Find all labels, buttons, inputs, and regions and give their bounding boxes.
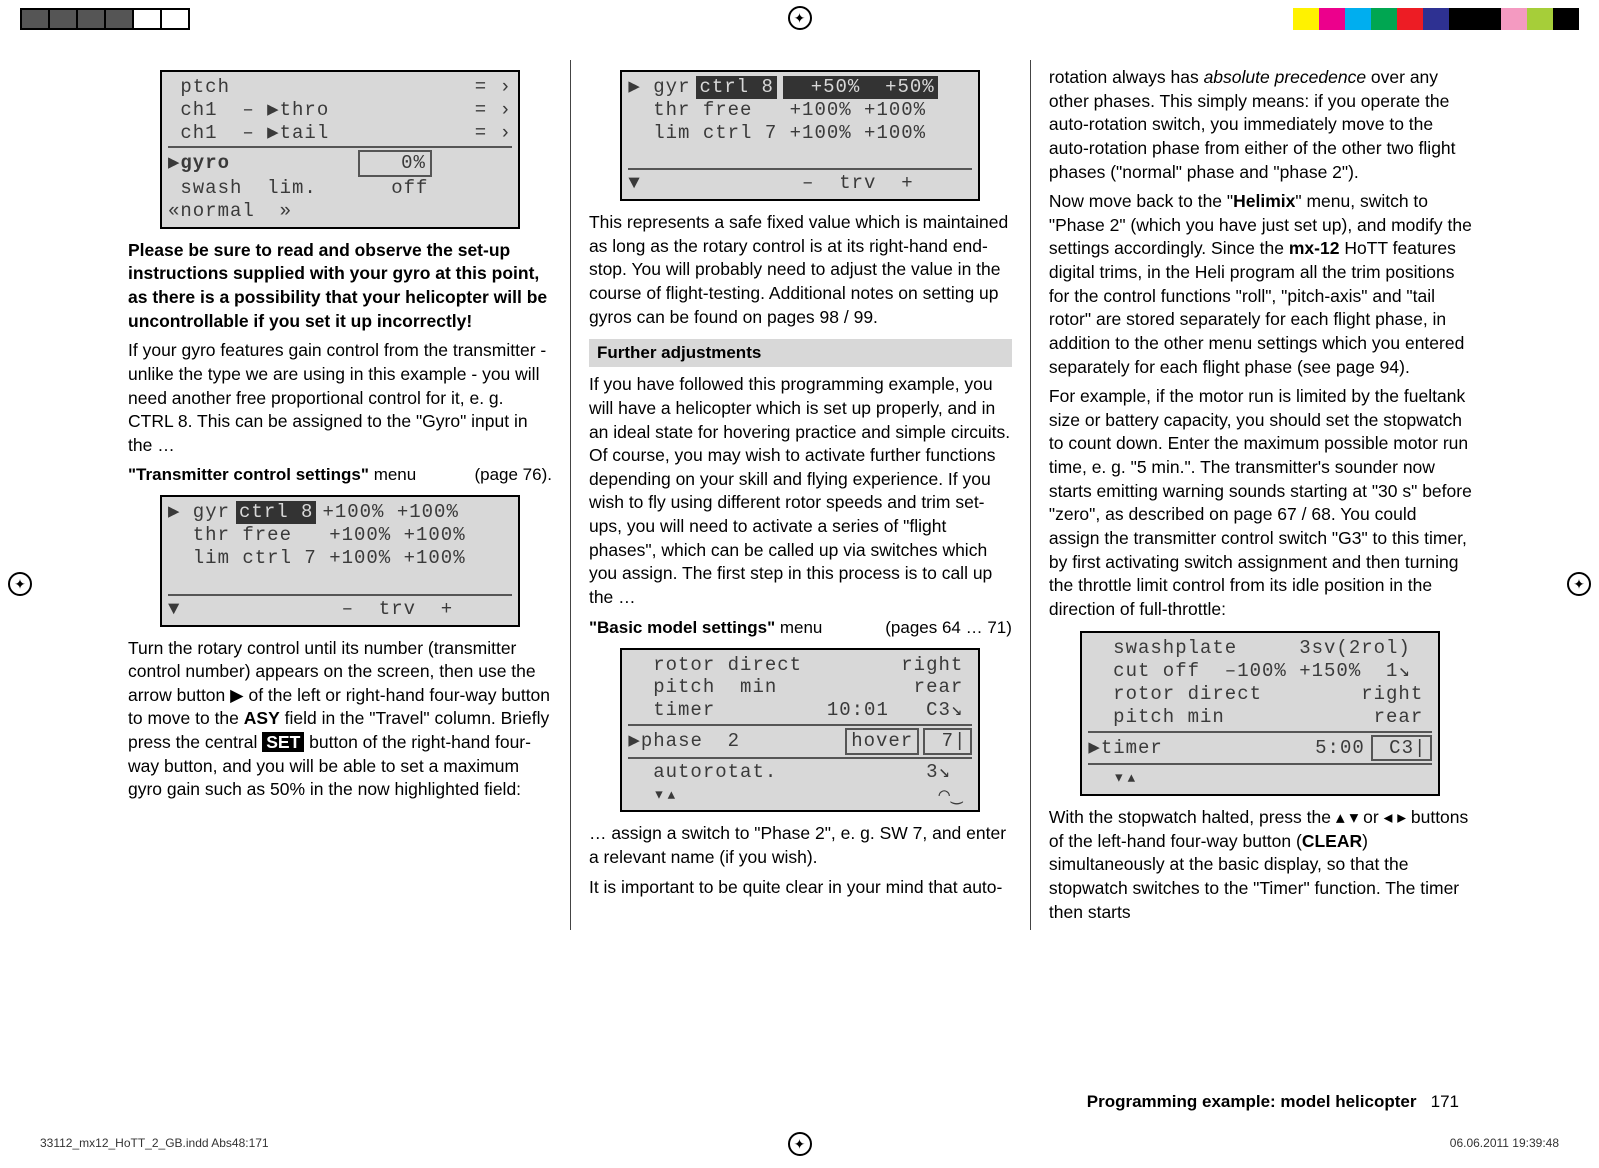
lcd-gyro-menu: ptch = › ch1 – ▶thro = › ch1 – ▶tail = › ▶g… [160, 70, 520, 229]
lcd-text: rotor direct right [628, 654, 963, 677]
lcd-text: +100% +100% [322, 501, 458, 524]
lcd-text: ▶timer [1088, 737, 1162, 760]
text-run: HoTT features digital trims, in the Heli… [1049, 238, 1464, 376]
body-text: Now move back to the "Helimix" menu, swi… [1049, 190, 1472, 379]
lcd-box: hover [845, 728, 919, 755]
body-text: It is important to be quite clear in you… [589, 876, 1012, 900]
lcd-text: ▾▴ ⌒‿ [628, 784, 963, 807]
lcd-text: swash lim. off [168, 177, 428, 200]
text-run: ASY [244, 708, 280, 728]
column-1: ptch = › ch1 – ▶thro = › ch1 – ▶tail = › ▶g… [110, 60, 570, 930]
body-text: If you have followed this programming ex… [589, 373, 1012, 609]
body-text: If your gyro features gain control from … [128, 339, 552, 457]
set-button-icon: SET [262, 732, 304, 752]
file-name: 33112_mx12_HoTT_2_GB.indd Abs48:171 [40, 1136, 269, 1150]
text-run: With the stopwatch halted, press the ▴ ▾… [1049, 807, 1468, 851]
lcd-text: pitch min rear [628, 676, 963, 699]
menu-label: menu [374, 465, 417, 484]
body-text: With the stopwatch halted, press the ▴ ▾… [1049, 806, 1472, 924]
menu-name: "Transmitter control settings" [128, 465, 369, 484]
column-3: rotation always has absolute precedence … [1030, 60, 1490, 930]
text-run: CLEAR [1302, 831, 1362, 851]
lcd-text: swashplate 3sv(2rol) [1088, 637, 1410, 660]
reg-target-right [1567, 572, 1591, 596]
lcd-basic-model: rotor direct right pitch min rear timer … [620, 648, 980, 813]
reg-color-bar [1293, 8, 1579, 30]
text-run: Now move back to the " [1049, 191, 1233, 211]
lcd-text: ▶gyro [168, 152, 230, 175]
text-run: Helimix [1233, 191, 1295, 211]
lcd-text: 5:00 [1315, 737, 1365, 760]
body-text: rotation always has absolute precedence … [1049, 66, 1472, 184]
reg-grey-squares [20, 8, 188, 30]
lcd-text: ▼ – trv + [628, 172, 913, 195]
lcd-text: thr free +100% +100% [628, 99, 926, 122]
body-text: … assign a switch to "Phase 2", e. g. SW… [589, 822, 1012, 869]
body-text: This represents a safe fixed value which… [589, 211, 1012, 329]
body-text: Turn the rotary control until its number… [128, 637, 552, 802]
lcd-text: lim ctrl 7 +100% +100% [628, 122, 926, 145]
lcd-text: rotor direct right [1088, 683, 1423, 706]
page-footer: Programming example: model helicopter 17… [1087, 1092, 1459, 1112]
footer-title: Programming example: model helicopter [1087, 1092, 1417, 1111]
menu-heading: "Basic model settings" menu (pages 64 … … [589, 618, 1012, 638]
lcd-text: «normal » [168, 200, 292, 223]
lcd-control-settings: ▶ gyr ctrl 8 +100% +100% thr free +100% +1… [160, 495, 520, 626]
lcd-text: lim ctrl 7 +100% +100% [168, 547, 466, 570]
lcd-text: thr free +100% +100% [168, 524, 466, 547]
lcd-text: cut off –100% +150% 1↘ [1088, 660, 1411, 683]
lcd-text: ▶ gyr [168, 501, 230, 524]
lcd-text: = › [475, 99, 512, 122]
lcd-box: C3| [1371, 735, 1433, 762]
reg-target-left [8, 572, 32, 596]
page-number: 171 [1431, 1092, 1459, 1111]
warning-text: Please be sure to read and observe the s… [128, 239, 552, 334]
page-content: ptch = › ch1 – ▶thro = › ch1 – ▶tail = › ▶g… [110, 60, 1490, 1060]
text-run: absolute precedence [1204, 67, 1366, 87]
lcd-timer: swashplate 3sv(2rol) cut off –100% +150%… [1080, 631, 1440, 796]
lcd-text: pitch min rear [1088, 706, 1423, 729]
menu-page-ref: (pages 64 … 71) [885, 618, 1012, 638]
registration-bar-top [0, 6, 1599, 34]
lcd-highlight: ctrl 8 [236, 501, 316, 524]
body-text: For example, if the motor run is limited… [1049, 385, 1472, 621]
lcd-highlight: +50% +50% [783, 76, 938, 99]
lcd-text: = › [475, 122, 512, 145]
menu-label: menu [780, 618, 823, 637]
menu-heading: "Transmitter control settings" menu (pag… [128, 465, 552, 485]
lcd-control-settings-asy: ▶ gyr ctrl 8 +50% +50% thr free +100% +10… [620, 70, 980, 201]
lcd-text: ▶phase 2 [628, 730, 740, 753]
lcd-text: ▶ gyr [628, 76, 690, 99]
menu-name: "Basic model settings" [589, 618, 775, 637]
column-2: ▶ gyr ctrl 8 +50% +50% thr free +100% +10… [570, 60, 1030, 930]
lcd-text: ch1 – ▶tail [168, 122, 329, 145]
menu-page-ref: (page 76). [474, 465, 552, 485]
lcd-text: autorotat. 3↘ [628, 761, 951, 784]
lcd-box: 7| [923, 728, 972, 755]
lcd-text: = › [475, 76, 512, 99]
lcd-text: timer 10:01 C3↘ [628, 699, 963, 722]
lcd-text: ptch [168, 76, 230, 99]
lcd-box: 0% [358, 150, 432, 177]
text-run: rotation always has [1049, 67, 1204, 87]
text-run: mx-12 [1289, 238, 1340, 258]
lcd-text: ch1 – ▶thro [168, 99, 329, 122]
lcd-text: ▼ – trv + [168, 598, 453, 621]
lcd-text: ▾▴ [1088, 767, 1138, 790]
section-header: Further adjustments [589, 339, 1012, 367]
timestamp: 06.06.2011 19:39:48 [1450, 1136, 1559, 1150]
imposition-footer: 33112_mx12_HoTT_2_GB.indd Abs48:171 06.0… [40, 1136, 1559, 1150]
lcd-highlight: ctrl 8 [696, 76, 776, 99]
reg-target-top [788, 6, 812, 30]
